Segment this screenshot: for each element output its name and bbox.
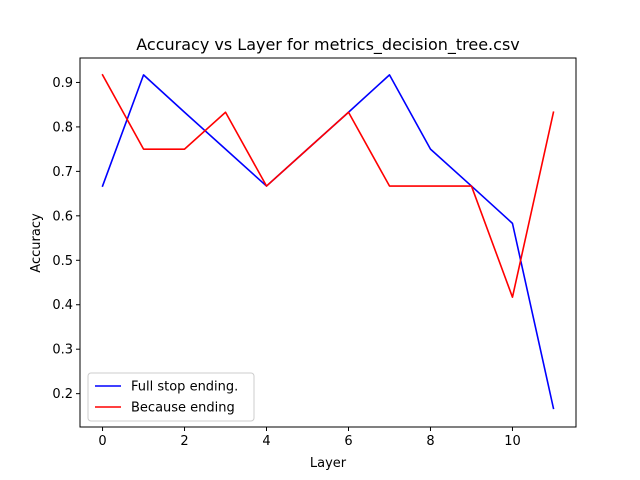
y-tick-label: 0.7 <box>52 165 73 180</box>
y-tick-label: 0.3 <box>52 343 73 358</box>
x-axis: 0 2 4 6 8 10 <box>98 427 521 449</box>
y-axis-label: Accuracy <box>29 213 44 273</box>
x-tick-label: 4 <box>262 434 270 449</box>
series-layer <box>101 73 555 410</box>
y-tick-label: 0.8 <box>52 120 73 135</box>
y-tick-label: 0.4 <box>52 298 73 313</box>
y-tick-label: 0.6 <box>52 209 73 224</box>
chart-title: Accuracy vs Layer for metrics_decision_t… <box>136 35 520 55</box>
x-axis-label: Layer <box>310 456 347 471</box>
series-line-2 <box>101 73 555 298</box>
plot-area <box>79 57 577 428</box>
legend-label-2: Because ending <box>131 401 235 416</box>
plot-frame <box>79 57 577 428</box>
x-tick-label: 8 <box>426 434 434 449</box>
legend-label-1: Full stop ending. <box>131 380 238 395</box>
x-tick-label: 10 <box>504 434 521 449</box>
x-tick-label: 0 <box>98 434 106 449</box>
y-tick-label: 0.9 <box>52 76 73 91</box>
legend: Full stop ending. Because ending <box>87 372 255 422</box>
y-tick-label: 0.5 <box>52 254 73 269</box>
y-axis: 0.2 0.3 0.4 0.5 0.6 0.7 0.8 0.9 <box>52 76 80 402</box>
x-tick-label: 2 <box>180 434 188 449</box>
x-tick-label: 6 <box>344 434 352 449</box>
legend-box <box>87 372 255 422</box>
y-tick-label: 0.2 <box>52 387 73 402</box>
